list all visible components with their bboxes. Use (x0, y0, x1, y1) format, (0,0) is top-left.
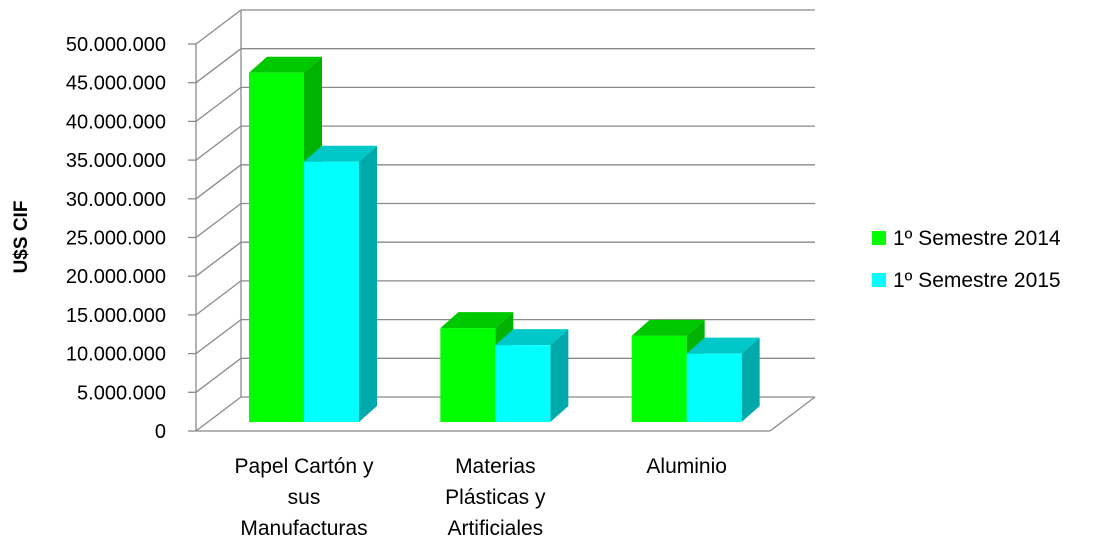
bar-front (249, 72, 304, 422)
depth-line (195, 86, 242, 122)
y-tick-label: 20.000.000 (66, 266, 166, 288)
y-tick-label: 25.000.000 (66, 228, 166, 250)
depth-line (195, 164, 242, 200)
bar-top (495, 329, 569, 346)
x-tick-label: sus (288, 486, 321, 509)
bar-front (440, 328, 496, 422)
bar-front (686, 353, 742, 422)
bar-side (550, 329, 569, 422)
bars (249, 56, 760, 422)
bar-front (631, 335, 687, 422)
depth-line (195, 9, 242, 45)
legend-label: 1º Semestre 2015 (893, 269, 1061, 292)
y-axis-ticks: 0 5.000.000 10.000.000 15.000.000 20.000.000… (66, 34, 166, 443)
depth-line (195, 319, 242, 355)
x-tick-label: Materias (455, 455, 536, 478)
y-axis-title: U$S CIF (11, 201, 32, 274)
bar-top (686, 337, 760, 354)
depth-line (195, 357, 242, 393)
bar-side (359, 145, 377, 422)
depth-line (195, 202, 242, 239)
legend: 1º Semestre 2014 1º Semestre 2015 (872, 227, 1061, 292)
y-tick-label: 45.000.000 (66, 73, 166, 95)
depth-line (195, 241, 242, 277)
x-axis-labels: Papel Cartón y sus Manufacturas Materias Plá… (235, 455, 727, 537)
bar-front (495, 345, 551, 422)
bar (686, 337, 760, 422)
depth-line (195, 48, 242, 84)
bar-top (631, 319, 705, 336)
bar-top (249, 56, 322, 73)
y-tick-label: 35.000.000 (66, 150, 166, 172)
y-tick-label: 0 (155, 421, 166, 443)
bar-side (741, 337, 760, 422)
y-tick-label: 5.000.000 (77, 382, 166, 404)
y-tick-label: 15.000.000 (66, 305, 166, 327)
depth-line (195, 125, 242, 161)
legend-label: 1º Semestre 2014 (893, 227, 1061, 250)
bar (304, 145, 377, 422)
legend-swatch (872, 273, 886, 287)
y-tick-label: 30.000.000 (66, 189, 166, 211)
x-tick-label: Artificiales (447, 517, 543, 537)
bar-top (304, 145, 377, 162)
bar-front (304, 161, 359, 422)
x-tick-label: Plásticas y (445, 486, 546, 509)
floor-right-edge (769, 396, 816, 432)
y-tick-label: 40.000.000 (66, 111, 166, 133)
x-tick-label: Papel Cartón y (235, 455, 374, 478)
x-tick-label: Aluminio (646, 455, 727, 478)
y-tick-label: 10.000.000 (66, 344, 166, 366)
x-tick-label: Manufacturas (240, 517, 367, 537)
depth-line (195, 280, 242, 316)
y-tick-label: 50.000.000 (66, 34, 166, 56)
bar-top (440, 312, 514, 329)
depth-line (195, 396, 242, 432)
legend-swatch (872, 231, 886, 245)
bar (495, 329, 569, 422)
